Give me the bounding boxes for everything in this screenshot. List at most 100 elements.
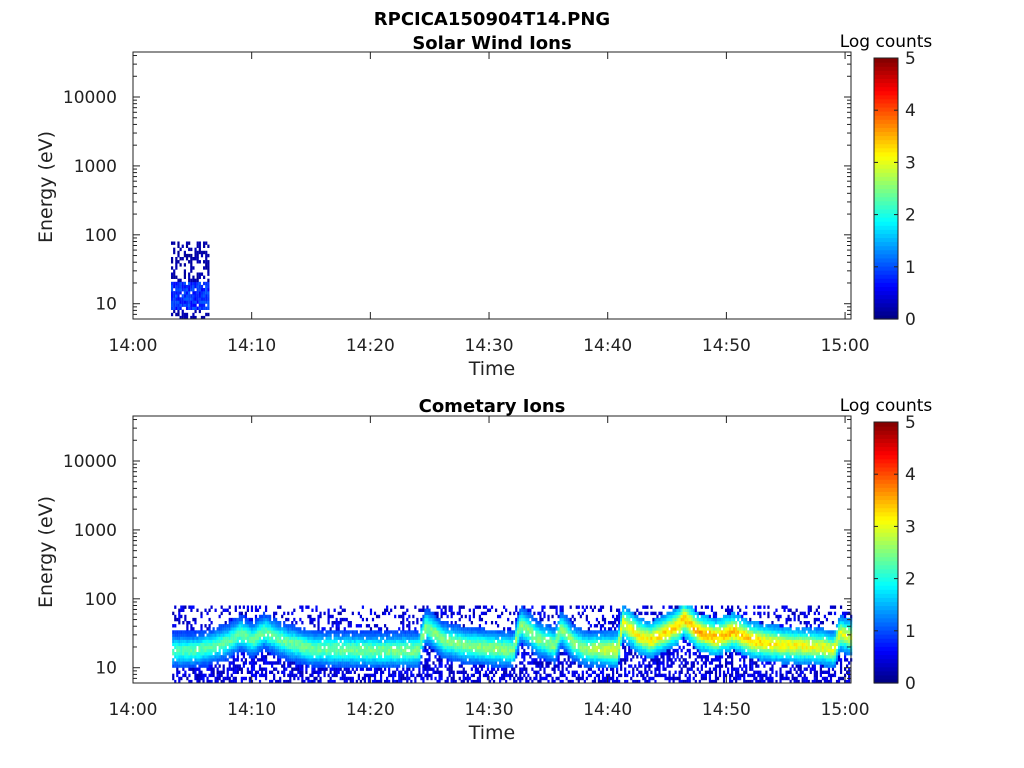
spectrogram-cell	[337, 651, 340, 656]
spectrogram-cell	[311, 670, 314, 674]
spectrogram-cell	[579, 661, 582, 665]
spectrogram-cell	[682, 620, 685, 625]
spectrogram-cell	[710, 639, 714, 643]
spectrogram-cell	[357, 642, 360, 647]
spectrogram-cell	[379, 661, 383, 665]
spectrogram-cell	[706, 636, 710, 640]
colorbar-tick-label: 4	[905, 101, 916, 121]
spectrogram-cell	[614, 664, 617, 668]
spectrogram-cell	[450, 670, 453, 674]
spectrogram-cell	[712, 633, 716, 637]
spectrogram-cell	[289, 633, 292, 637]
spectrogram-cell	[365, 655, 369, 659]
spectrogram-cell	[183, 250, 186, 255]
spectrogram-cell	[478, 645, 482, 650]
spectrogram-cell	[244, 633, 247, 637]
spectrogram-cell	[418, 655, 421, 659]
spectrogram-cell	[573, 633, 576, 637]
spectrogram-cell	[658, 664, 661, 668]
spectrogram-cell	[271, 642, 274, 647]
spectrogram-cell	[688, 617, 691, 622]
spectrogram-cell	[319, 670, 322, 674]
spectrogram-cell	[175, 291, 178, 295]
spectrogram-cell	[503, 627, 506, 631]
spectrogram-cell	[309, 679, 312, 684]
spectrogram-cell	[430, 617, 433, 622]
spectrogram-cell	[712, 679, 716, 684]
spectrogram-cell	[494, 633, 498, 637]
spectrogram-cell	[198, 630, 201, 634]
spectrogram-cell	[442, 627, 445, 631]
spectrogram-cell	[299, 664, 302, 668]
spectrogram-cell	[192, 297, 195, 301]
spectrogram-cell	[305, 676, 308, 681]
spectrogram-cell	[581, 645, 584, 650]
spectrogram-cell	[593, 661, 597, 665]
colorbar-segment	[874, 204, 898, 210]
spectrogram-cell	[628, 630, 631, 634]
colorbar-segment	[874, 241, 898, 247]
spectrogram-cell	[464, 645, 467, 650]
spectrogram-cell	[494, 651, 498, 656]
spectrogram-cell	[244, 611, 247, 616]
spectrogram-cell	[180, 651, 183, 656]
spectrogram-cell	[333, 667, 336, 671]
spectrogram-cell	[218, 624, 221, 628]
spectrogram-cell	[279, 661, 282, 665]
spectrogram-cell	[293, 624, 296, 628]
spectrogram-cell	[652, 648, 655, 653]
spectrogram-cell	[224, 620, 227, 625]
spectrogram-cell	[680, 620, 683, 625]
spectrogram-cell	[297, 676, 300, 681]
spectrogram-cell	[478, 664, 482, 668]
spectrogram-cell	[484, 611, 488, 616]
spectrogram-cell	[325, 655, 328, 659]
spectrogram-cell	[196, 294, 199, 298]
colorbar-segment	[874, 102, 898, 108]
spectrogram-cell	[258, 624, 262, 628]
spectrogram-cell	[295, 642, 298, 647]
spectrogram-cell	[557, 651, 560, 656]
spectrogram-cell	[226, 648, 229, 653]
spectrogram-cell	[375, 636, 379, 640]
spectrogram-cell	[266, 661, 270, 665]
spectrogram-cell	[402, 639, 405, 643]
spectrogram-cell	[632, 642, 635, 647]
spectrogram-cell	[207, 306, 210, 310]
spectrogram-cell	[440, 658, 443, 662]
spectrogram-cell	[620, 630, 623, 634]
spectrogram-cell	[192, 294, 195, 298]
spectrogram-cell	[329, 648, 332, 653]
spectrogram-cell	[712, 611, 716, 616]
spectrogram-cell	[539, 620, 542, 625]
spectrogram-cell	[593, 655, 597, 659]
spectrogram-cell	[293, 633, 296, 637]
spectrogram-cell	[269, 642, 272, 647]
spectrogram-cell	[432, 627, 435, 631]
spectrogram-cell	[386, 664, 389, 668]
spectrogram-cell	[591, 636, 595, 640]
spectrogram-cell	[517, 614, 520, 619]
spectrogram-cell	[720, 642, 724, 647]
spectrogram-cell	[688, 614, 691, 619]
spectrogram-cell	[309, 614, 312, 619]
spectrogram-cell	[384, 645, 387, 650]
spectrogram-cell	[519, 667, 522, 671]
spectrogram-cell	[345, 639, 348, 643]
spectrogram-cell	[204, 642, 207, 647]
spectrogram-cell	[365, 658, 369, 662]
spectrogram-cell	[718, 651, 722, 656]
spectrogram-cell	[256, 651, 260, 656]
spectrogram-cell	[509, 648, 512, 653]
spectrogram-cell	[313, 617, 316, 622]
spectrogram-cell	[692, 670, 695, 674]
spectrogram-cell	[682, 639, 685, 643]
spectrogram-cell	[200, 315, 204, 320]
spectrogram-cell	[264, 655, 268, 659]
spectrogram-cell	[196, 253, 199, 258]
spectrogram-cell	[539, 658, 542, 662]
spectrogram-cell	[646, 670, 649, 674]
spectrogram-cell	[311, 608, 314, 612]
spectrogram-cell	[668, 676, 671, 681]
spectrogram-cell	[420, 655, 423, 659]
